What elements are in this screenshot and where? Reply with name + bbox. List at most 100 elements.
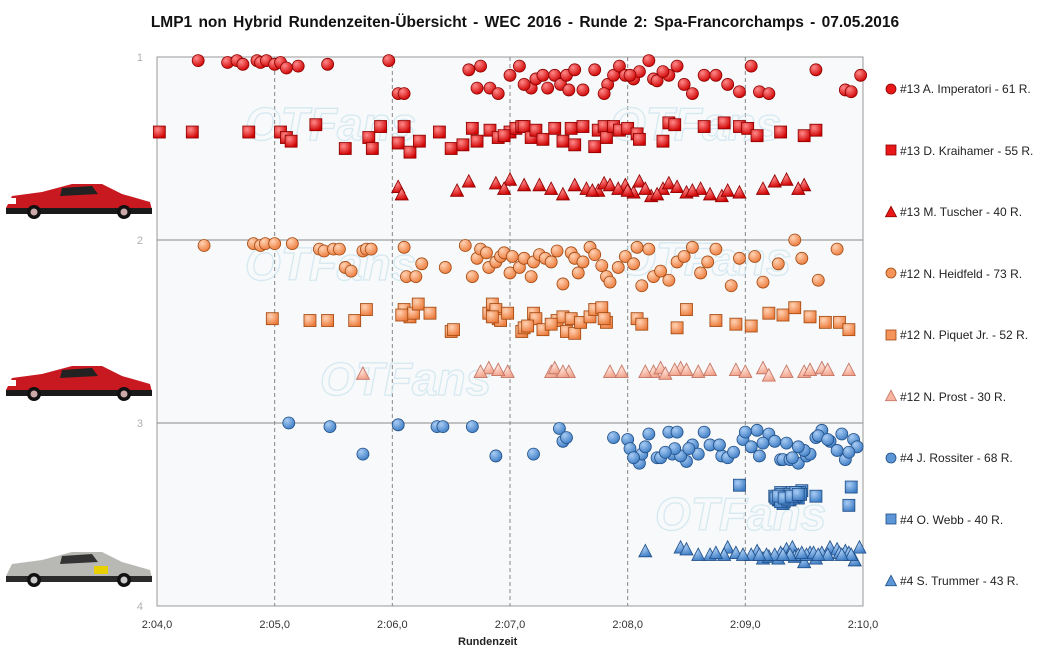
data-point <box>397 87 411 100</box>
data-point <box>638 543 653 558</box>
data-point <box>656 134 670 148</box>
data-point <box>724 279 738 293</box>
data-point <box>285 237 299 251</box>
data-point <box>403 145 417 159</box>
data-point <box>669 179 685 194</box>
data-point <box>842 445 856 459</box>
data-point <box>280 61 293 75</box>
data-point <box>394 186 409 201</box>
data-point <box>709 68 723 82</box>
x-tick-label: 2:04,0 <box>142 619 173 631</box>
data-point <box>473 364 488 378</box>
data-point <box>649 186 665 201</box>
legend-label: #4 O. Webb - 40 R. <box>900 512 1004 527</box>
x-tick-label: 2:06,0 <box>377 619 408 631</box>
legend-item: #4 O. Webb - 40 R. <box>884 512 1004 527</box>
legend-marker-shape <box>885 267 897 279</box>
data-point <box>679 362 694 377</box>
data-point <box>630 240 644 254</box>
data-point <box>447 323 460 337</box>
data-point <box>397 120 411 133</box>
series-8 <box>733 478 858 512</box>
data-point <box>544 255 558 269</box>
data-point <box>632 173 647 188</box>
data-point <box>768 434 782 448</box>
watermark-text: OTFans <box>245 98 416 150</box>
data-point <box>461 173 476 188</box>
data-point <box>680 303 693 316</box>
data-point <box>585 183 600 197</box>
data-point <box>776 308 790 322</box>
data-point <box>488 175 504 190</box>
data-point <box>727 445 740 459</box>
data-point <box>741 121 755 135</box>
data-point <box>642 54 656 68</box>
data-point <box>556 277 570 291</box>
data-point <box>611 261 625 274</box>
data-point <box>191 54 205 68</box>
y-tick-label: 4 <box>137 601 143 613</box>
data-point <box>844 547 859 561</box>
data-point <box>685 87 699 100</box>
data-point <box>562 83 576 97</box>
data-point <box>834 547 849 561</box>
y-tick-label: 2 <box>137 235 143 247</box>
data-point <box>265 312 279 326</box>
data-point <box>661 175 677 190</box>
data-point <box>635 279 649 293</box>
legend-item: #12 N. Piquet Jr. - 52 R. <box>884 327 1028 342</box>
data-point <box>527 447 540 461</box>
legend-label: #12 N. Heidfeld - 73 R. <box>900 266 1023 281</box>
x-tick-label: 2:07,0 <box>495 619 526 631</box>
data-point <box>576 120 590 133</box>
car-12-image <box>6 366 152 401</box>
data-point <box>638 364 653 378</box>
data-point <box>670 321 684 335</box>
x-tick-label: 2:10,0 <box>848 619 879 631</box>
data-point <box>791 440 805 454</box>
data-point <box>465 420 479 434</box>
data-point <box>502 172 518 186</box>
legend-label: #4 J. Rossiter - 68 R. <box>900 450 1013 465</box>
data-point <box>720 183 735 197</box>
x-axis-ticks: 2:04,0 2:05,0 2:06,0 2:07,0 2:08,0 2:09,0 2:10… <box>142 619 879 631</box>
data-point <box>701 255 715 269</box>
data-point <box>555 364 571 378</box>
data-point <box>635 317 649 331</box>
data-point <box>474 59 487 73</box>
data-point <box>496 181 512 195</box>
data-point <box>497 129 511 143</box>
data-point <box>691 447 705 461</box>
data-point <box>820 547 835 561</box>
data-point <box>185 125 199 139</box>
data-point <box>820 362 835 377</box>
data-point <box>567 177 582 192</box>
data-point <box>536 132 550 146</box>
data-point <box>811 547 826 561</box>
data-point <box>600 131 613 144</box>
data-point <box>505 250 519 263</box>
data-point <box>550 244 564 258</box>
data-point <box>348 314 362 327</box>
data-point <box>524 270 538 284</box>
data-point <box>438 261 452 274</box>
legend-label: #13 M. Tuscher - 40 R. <box>900 204 1023 219</box>
data-point <box>397 240 411 254</box>
data-point <box>717 116 731 130</box>
legend-marker <box>884 205 898 217</box>
legend-marker <box>885 144 897 156</box>
data-point <box>852 539 867 554</box>
data-point <box>436 420 450 434</box>
data-point <box>844 480 858 494</box>
series-1 <box>191 54 868 100</box>
data-point <box>780 436 793 450</box>
data-point <box>779 172 794 186</box>
data-point <box>721 78 735 91</box>
data-point <box>691 547 706 561</box>
data-point <box>627 257 640 271</box>
data-point <box>691 364 706 378</box>
data-point <box>682 442 696 456</box>
data-point <box>480 246 493 260</box>
data-point <box>571 266 585 280</box>
data-point <box>830 444 844 457</box>
